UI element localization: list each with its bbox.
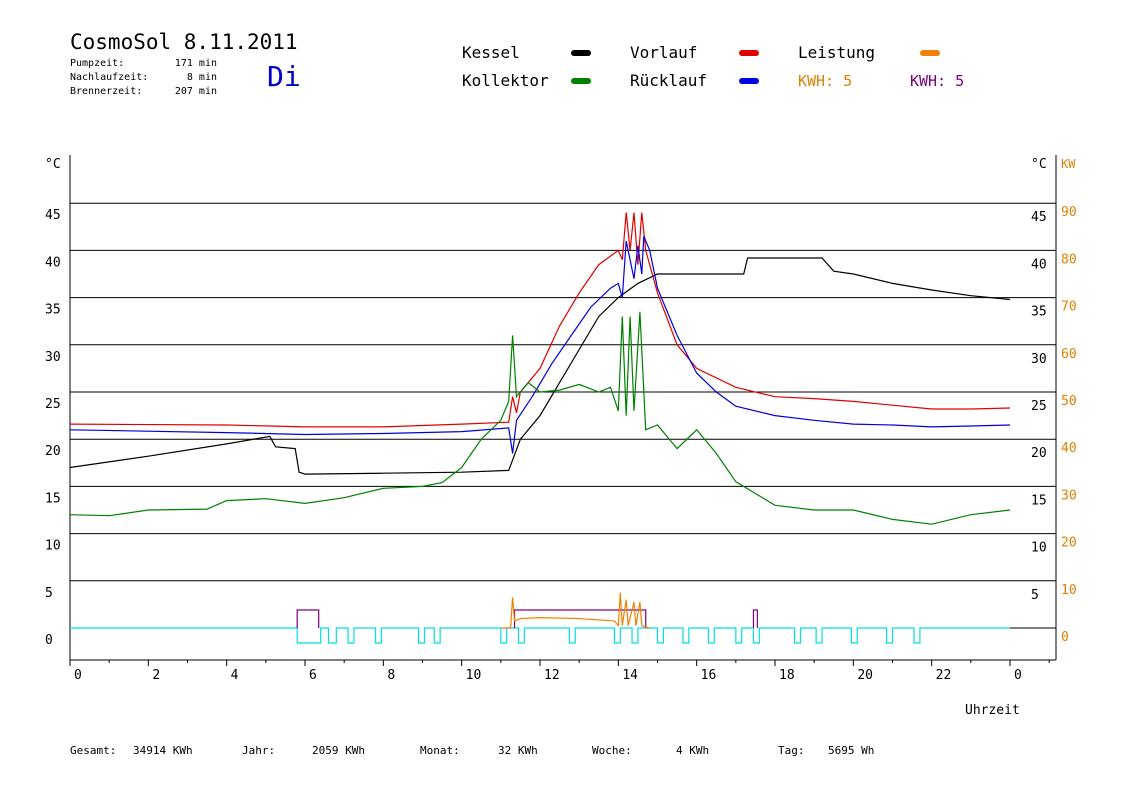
stat-value: 207 min xyxy=(174,86,217,97)
y-tick-left: 40 xyxy=(45,255,61,270)
stat-value: 8 min xyxy=(186,72,217,83)
y-tick-right-temp: 45 xyxy=(1031,210,1047,225)
y-tick-right-temp: 40 xyxy=(1031,257,1047,272)
stat-label: Nachlaufzeit: xyxy=(70,72,149,83)
x-tick-label: 20 xyxy=(857,668,873,683)
y-tick-right-power: 70 xyxy=(1061,300,1077,315)
footer-label: Monat: xyxy=(420,744,460,757)
x-tick-label: 0 xyxy=(1014,668,1022,683)
y-tick-right-temp: 20 xyxy=(1031,446,1047,461)
legend-swatch-kollektor xyxy=(571,78,591,84)
kwh-purple: KWH: 5 xyxy=(910,72,965,90)
y-tick-left: 30 xyxy=(45,350,61,365)
pump-series xyxy=(70,627,1010,644)
series-kessel xyxy=(69,257,1011,475)
legend-swatch-leistung xyxy=(920,50,940,56)
x-tick-label: 4 xyxy=(231,668,239,683)
y-tick-left: 5 xyxy=(45,586,53,601)
legend-label-ruecklauf: Rücklauf xyxy=(630,71,708,90)
stat-value: 171 min xyxy=(174,58,217,69)
x-tick-label: 8 xyxy=(387,668,395,683)
footer-label: Tag: xyxy=(778,744,805,757)
series-kollektor xyxy=(69,311,1011,525)
y-axis-unit-right-power: KW xyxy=(1061,157,1076,171)
x-tick-label: 2 xyxy=(152,668,160,683)
footer-label: Jahr: xyxy=(242,744,276,757)
y-tick-right-power: 20 xyxy=(1061,536,1077,551)
y-axis-unit-right-temp: °C xyxy=(1031,157,1047,172)
footer-value: 32 KWh xyxy=(498,744,538,757)
y-tick-left: 35 xyxy=(45,303,61,318)
legend-label-vorlauf: Vorlauf xyxy=(630,43,698,62)
footer-label: Gesamt: xyxy=(70,744,117,757)
x-tick-label: 6 xyxy=(309,668,317,683)
stat-label: Brennerzeit: xyxy=(70,86,143,97)
brenner-pulse xyxy=(296,609,320,628)
y-axis-unit-left: °C xyxy=(45,157,61,172)
legend-swatch-vorlauf xyxy=(739,50,759,56)
y-tick-right-power: 10 xyxy=(1061,583,1077,598)
footer-label: Woche: xyxy=(592,744,632,757)
chart-title: CosmoSol 8.11.2011 xyxy=(70,30,298,54)
legend-label-leistung: Leistung xyxy=(798,43,876,62)
x-tick-label: 16 xyxy=(701,668,717,683)
legend-swatch-kessel xyxy=(571,50,591,56)
x-tick-label: 12 xyxy=(544,668,560,683)
y-tick-right-power: 60 xyxy=(1061,347,1077,362)
y-tick-left: 10 xyxy=(45,539,61,554)
y-tick-right-power: 90 xyxy=(1061,205,1077,220)
y-tick-left: 0 xyxy=(45,633,53,648)
y-tick-right-temp: 10 xyxy=(1031,541,1047,556)
footer-value: 4 KWh xyxy=(676,744,710,757)
y-tick-right-power: 40 xyxy=(1061,441,1077,456)
y-tick-left: 15 xyxy=(45,491,61,506)
x-tick-label: 14 xyxy=(622,668,638,683)
x-axis-label: Uhrzeit xyxy=(965,703,1020,718)
stat-label: Pumpzeit: xyxy=(70,58,125,69)
x-tick-label: 22 xyxy=(936,668,952,683)
footer-value: 2059 KWh xyxy=(312,744,365,757)
series-ruecklauf xyxy=(69,235,1011,454)
x-tick-label: 0 xyxy=(74,668,82,683)
footer-value: 34914 KWh xyxy=(133,744,193,757)
brenner-pulse xyxy=(752,609,758,628)
kwh-orange: KWH: 5 xyxy=(798,72,853,90)
y-tick-right-power: 80 xyxy=(1061,252,1077,267)
y-tick-right-temp: 25 xyxy=(1031,399,1047,414)
legend-label-kessel: Kessel xyxy=(462,43,520,62)
y-tick-right-power: 50 xyxy=(1061,394,1077,409)
footer-value: 5695 Wh xyxy=(828,744,875,757)
x-tick-label: 10 xyxy=(466,668,482,683)
x-tick-label: 18 xyxy=(779,668,795,683)
y-tick-left: 45 xyxy=(45,208,61,223)
y-tick-right-temp: 5 xyxy=(1031,588,1039,603)
y-tick-right-temp: 30 xyxy=(1031,352,1047,367)
series-vorlauf xyxy=(69,212,1011,428)
legend-swatch-ruecklauf xyxy=(739,78,759,84)
leistung-series xyxy=(500,592,650,629)
y-tick-left: 25 xyxy=(45,397,61,412)
y-tick-left: 20 xyxy=(45,444,61,459)
y-tick-right-power: 0 xyxy=(1061,630,1069,645)
y-tick-right-power: 30 xyxy=(1061,488,1077,503)
y-tick-right-temp: 15 xyxy=(1031,493,1047,508)
weekday-label: Di xyxy=(267,60,301,93)
y-tick-right-temp: 35 xyxy=(1031,305,1047,320)
legend-label-kollektor: Kollektor xyxy=(462,71,549,90)
